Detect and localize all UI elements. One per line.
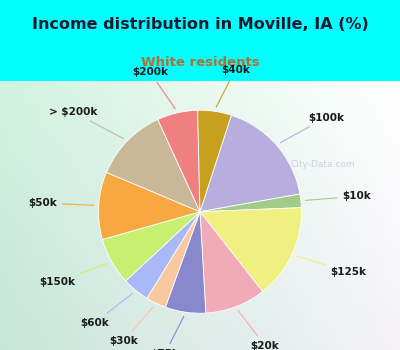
Wedge shape <box>98 172 200 239</box>
Text: > $200k: > $200k <box>49 107 124 139</box>
Wedge shape <box>200 115 300 212</box>
Text: White residents: White residents <box>141 56 259 69</box>
Text: $100k: $100k <box>280 113 344 143</box>
Wedge shape <box>126 212 200 298</box>
Wedge shape <box>147 212 200 307</box>
Wedge shape <box>200 208 302 292</box>
Text: $75k: $75k <box>150 316 184 350</box>
Text: $40k: $40k <box>216 65 250 107</box>
Wedge shape <box>200 194 302 212</box>
Text: Income distribution in Moville, IA (%): Income distribution in Moville, IA (%) <box>32 17 368 32</box>
Wedge shape <box>106 119 200 212</box>
Wedge shape <box>165 212 206 313</box>
Wedge shape <box>158 110 200 212</box>
Text: $30k: $30k <box>109 307 153 346</box>
Text: $125k: $125k <box>296 256 366 277</box>
Text: $60k: $60k <box>80 293 132 328</box>
Text: $150k: $150k <box>39 264 108 287</box>
Wedge shape <box>102 212 200 281</box>
Wedge shape <box>198 110 231 212</box>
Text: $10k: $10k <box>306 191 372 201</box>
Text: $200k: $200k <box>132 67 175 109</box>
Text: $50k: $50k <box>28 198 94 208</box>
Text: City-Data.com: City-Data.com <box>290 160 355 169</box>
Text: $20k: $20k <box>238 310 280 350</box>
Wedge shape <box>200 212 263 313</box>
